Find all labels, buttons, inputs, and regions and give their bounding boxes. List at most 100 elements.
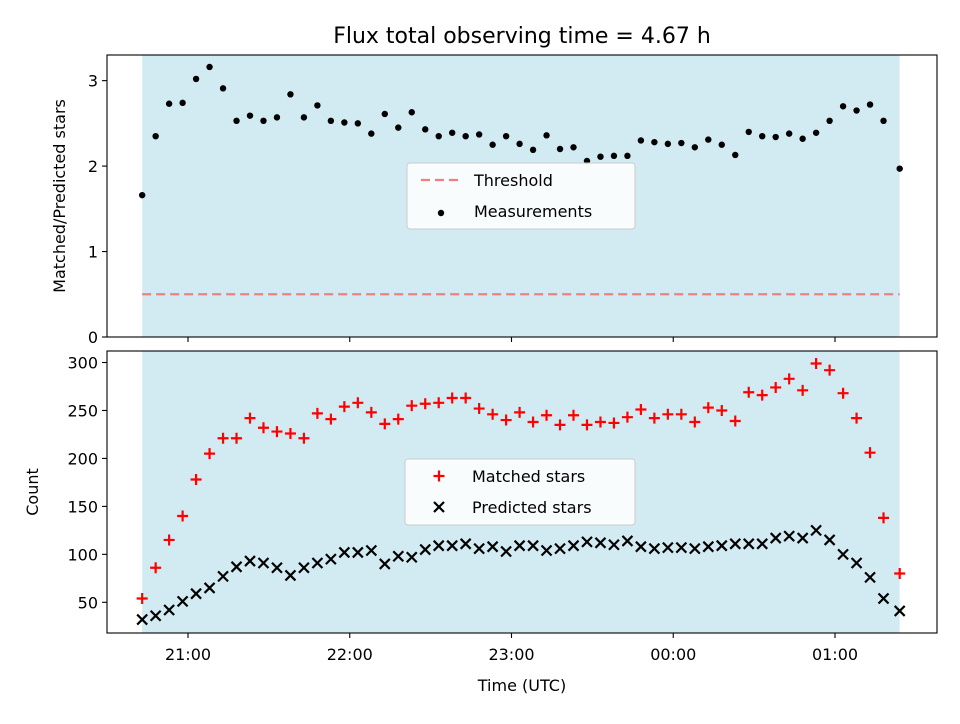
data-point bbox=[689, 542, 701, 555]
data-point bbox=[379, 418, 391, 430]
data-point bbox=[770, 381, 782, 393]
data-point bbox=[284, 427, 296, 439]
data-point bbox=[338, 401, 350, 413]
data-point bbox=[567, 539, 580, 552]
data-point bbox=[487, 408, 499, 420]
data-point bbox=[165, 100, 173, 107]
data-point bbox=[878, 512, 890, 524]
data-point bbox=[896, 165, 903, 172]
axes-frame bbox=[106, 350, 938, 634]
data-point bbox=[570, 144, 577, 151]
data-point bbox=[448, 129, 456, 136]
data-point bbox=[405, 551, 418, 564]
data-point bbox=[338, 546, 351, 559]
y-tick-label: 200 bbox=[67, 449, 98, 468]
data-point bbox=[597, 153, 604, 160]
x-tick-label: 23:00 bbox=[488, 645, 534, 664]
data-point bbox=[502, 132, 510, 140]
data-point bbox=[206, 63, 213, 71]
data-point bbox=[648, 542, 661, 555]
legend-label: Measurements bbox=[474, 202, 592, 221]
data-point bbox=[379, 558, 391, 570]
data-point bbox=[797, 384, 809, 396]
data-point bbox=[851, 412, 863, 424]
data-point bbox=[395, 124, 402, 131]
data-point bbox=[244, 555, 256, 567]
data-point bbox=[864, 571, 876, 584]
y-tick-label: 250 bbox=[67, 401, 98, 420]
data-point bbox=[150, 562, 162, 574]
data-point bbox=[392, 413, 404, 425]
data-point bbox=[138, 191, 146, 199]
data-point bbox=[893, 605, 906, 617]
data-point bbox=[489, 141, 496, 148]
data-point bbox=[527, 539, 539, 552]
data-point bbox=[298, 561, 310, 574]
y-tick-label: 50 bbox=[78, 593, 98, 612]
data-point bbox=[651, 138, 658, 146]
data-point bbox=[352, 546, 364, 559]
y-tick-label: 300 bbox=[67, 354, 98, 373]
data-point bbox=[513, 539, 526, 552]
data-point bbox=[823, 534, 836, 546]
data-point bbox=[837, 548, 849, 561]
data-point bbox=[406, 400, 418, 412]
data-point bbox=[624, 152, 631, 160]
data-point bbox=[648, 412, 660, 424]
data-point bbox=[864, 447, 876, 459]
data-point bbox=[300, 114, 308, 121]
chart-title: Flux total observing time = 4.67 h bbox=[333, 24, 711, 49]
data-point bbox=[473, 403, 485, 415]
data-point bbox=[662, 408, 674, 420]
series-matched-stars bbox=[136, 357, 906, 604]
axes-frame bbox=[106, 54, 938, 338]
data-point bbox=[257, 422, 269, 434]
data-point bbox=[718, 141, 725, 148]
data-point bbox=[459, 538, 472, 550]
data-point bbox=[621, 535, 634, 547]
data-point bbox=[826, 117, 833, 125]
data-point bbox=[702, 402, 714, 414]
data-point bbox=[556, 145, 564, 153]
legend-swatch bbox=[433, 470, 445, 482]
data-point bbox=[783, 530, 795, 542]
data-point bbox=[136, 613, 148, 626]
data-point bbox=[678, 139, 685, 147]
data-point bbox=[233, 117, 240, 125]
data-point bbox=[177, 510, 189, 522]
data-point bbox=[796, 532, 809, 544]
data-point bbox=[325, 553, 337, 565]
data-point bbox=[152, 132, 159, 140]
data-point bbox=[664, 140, 672, 148]
legend-box bbox=[404, 458, 636, 526]
data-point bbox=[756, 389, 768, 401]
data-point bbox=[540, 544, 553, 557]
data-point bbox=[422, 126, 429, 133]
data-point bbox=[219, 85, 227, 92]
data-point bbox=[435, 132, 442, 140]
data-point bbox=[462, 132, 469, 140]
data-point bbox=[352, 397, 364, 409]
data-point bbox=[853, 107, 860, 114]
data-point bbox=[257, 557, 270, 569]
data-point bbox=[271, 561, 283, 574]
data-point bbox=[839, 103, 847, 110]
legend: Matched stars Predicted stars bbox=[404, 458, 636, 526]
data-point bbox=[743, 386, 755, 398]
y-tick-label: 2 bbox=[88, 157, 98, 176]
data-point bbox=[729, 415, 741, 427]
data-point bbox=[204, 448, 216, 460]
data-point bbox=[284, 569, 297, 582]
data-point bbox=[543, 132, 550, 139]
data-point bbox=[824, 364, 836, 376]
data-point bbox=[769, 532, 782, 544]
data-point bbox=[179, 99, 186, 107]
data-point bbox=[785, 130, 793, 137]
data-point bbox=[594, 537, 607, 549]
legend-label: Threshold bbox=[473, 171, 553, 190]
data-point bbox=[314, 102, 321, 109]
x-tick-label: 00:00 bbox=[650, 645, 696, 664]
data-point bbox=[729, 538, 742, 550]
y-tick-label: 150 bbox=[67, 497, 98, 516]
data-point bbox=[246, 112, 254, 119]
